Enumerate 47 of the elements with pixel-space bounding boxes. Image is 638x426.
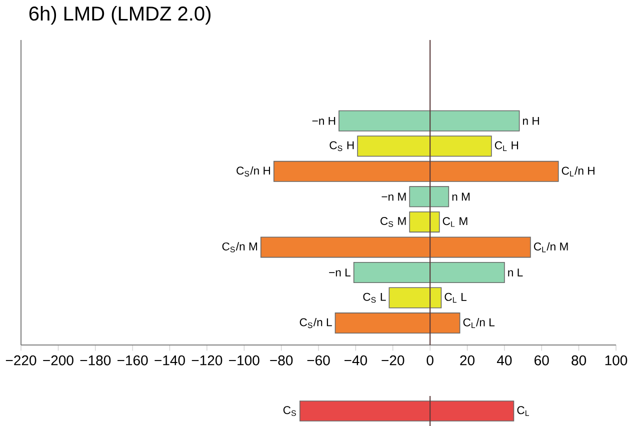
category-label: C$_{S}$ bbox=[283, 406, 296, 416]
bar bbox=[273, 160, 559, 182]
x-tick-label: 40 bbox=[496, 355, 512, 366]
category-label: C$_{S}$/n M bbox=[222, 242, 257, 252]
x-tick-label: −60 bbox=[307, 355, 330, 366]
bar bbox=[353, 262, 505, 283]
data-label: C$_{L}$ bbox=[517, 406, 529, 416]
category-label: C$_{S}$/n L bbox=[300, 318, 332, 328]
data-label: C$_{L}$ H bbox=[494, 141, 518, 151]
bar bbox=[334, 312, 460, 334]
x-tick-label: −40 bbox=[344, 355, 368, 366]
x-tick-label: −180 bbox=[80, 355, 111, 366]
data-label: n H bbox=[523, 116, 539, 125]
x-tick-label: −200 bbox=[43, 355, 74, 366]
x-tick-label: 20 bbox=[460, 355, 474, 366]
data-label: C$_{L}$ M bbox=[442, 217, 468, 227]
x-tick-label: −120 bbox=[192, 355, 222, 366]
data-label: C$_{L}$/n M bbox=[534, 242, 568, 252]
x-tick-label: −100 bbox=[229, 355, 260, 366]
category-label: −n M bbox=[382, 192, 406, 201]
bar bbox=[409, 186, 450, 208]
x-tick-label: −160 bbox=[117, 355, 148, 366]
x-tick-label: 60 bbox=[534, 355, 549, 366]
category-label: C$_{S}$/n H bbox=[236, 166, 270, 176]
x-tick-label: −80 bbox=[270, 355, 293, 366]
data-label: C$_{L}$ L bbox=[444, 292, 466, 303]
bar bbox=[357, 136, 492, 157]
x-tick-label: 0 bbox=[426, 355, 434, 366]
category-label: C$_{S}$ L bbox=[363, 292, 386, 303]
x-tick-label: −140 bbox=[154, 355, 185, 366]
category-label: −n L bbox=[329, 268, 351, 276]
x-tick-label: 80 bbox=[572, 355, 586, 366]
data-label: n M bbox=[452, 192, 470, 201]
x-tick-label: −20 bbox=[382, 355, 404, 366]
category-label: −n H bbox=[312, 116, 336, 125]
data-label: C$_{L}$/n H bbox=[562, 166, 594, 176]
category-label: C$_{S}$ H bbox=[330, 141, 354, 152]
bar bbox=[409, 211, 440, 232]
x-tick-label: −220 bbox=[6, 355, 36, 366]
bar bbox=[388, 287, 442, 308]
data-label: C$_{L}$/n L bbox=[463, 318, 495, 328]
category-label: C$_{S}$ M bbox=[380, 217, 406, 227]
chart-title: 6h) LMD (LMDZ 2.0) bbox=[29, 6, 210, 25]
bar bbox=[260, 236, 531, 258]
bar bbox=[338, 110, 520, 132]
x-tick-label: 100 bbox=[605, 355, 628, 366]
data-label: n L bbox=[508, 268, 523, 276]
